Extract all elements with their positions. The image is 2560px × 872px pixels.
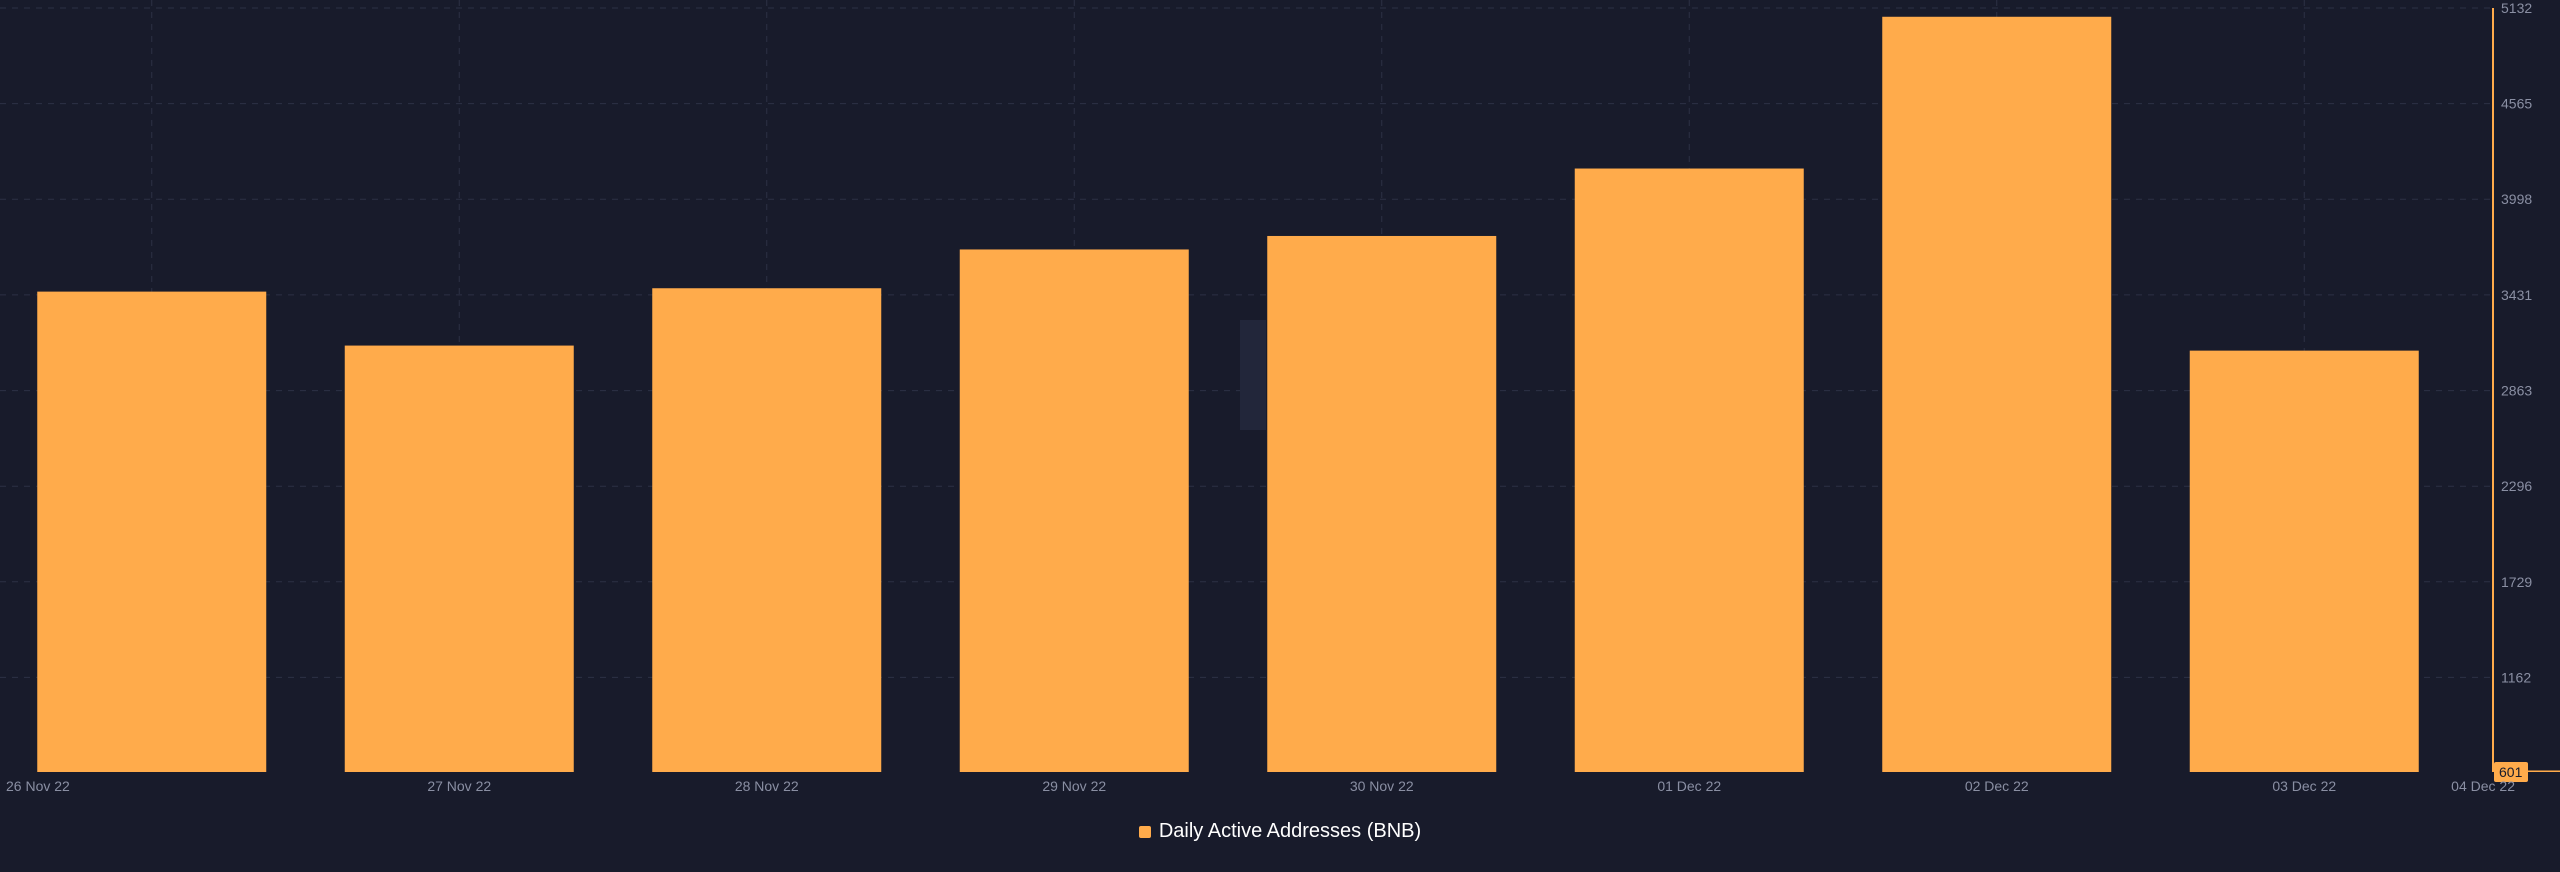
legend-swatch — [1138, 825, 1151, 838]
bars — [37, 16, 2560, 773]
y-tick-label: 3998 — [2501, 191, 2532, 207]
y-tick-label: 3431 — [2501, 287, 2532, 303]
y-axis: 5132 4565 3998 3431 2863 2296 1729 1162 601 — [2492, 0, 2532, 782]
legend-label: Daily Active Addresses (BNB) — [1158, 820, 1422, 842]
y-tick-label: 5132 — [2501, 0, 2532, 16]
legend[interactable]: Daily Active Addresses (BNB) — [0, 820, 2560, 843]
y-tick-label: 2863 — [2501, 383, 2532, 399]
x-tick-label: 03 Dec 22 — [2272, 778, 2336, 794]
x-axis: 26 Nov 22 27 Nov 22 28 Nov 22 29 Nov 22 30 N… — [6, 778, 2515, 794]
bar — [1574, 168, 1804, 772]
bar — [2189, 350, 2419, 772]
bar — [1882, 16, 2112, 772]
x-tick-label: 27 Nov 22 — [427, 778, 491, 794]
bar — [1267, 235, 1497, 772]
x-tick-label: 28 Nov 22 — [735, 778, 799, 794]
x-tick-label: 29 Nov 22 — [1042, 778, 1106, 794]
bar — [344, 345, 574, 772]
x-tick-label: 01 Dec 22 — [1657, 778, 1721, 794]
bar — [2497, 770, 2560, 772]
bar — [959, 249, 1189, 773]
y-tick-label: 4565 — [2501, 96, 2532, 112]
y-tick-label: 1729 — [2501, 574, 2532, 590]
bar — [37, 291, 267, 772]
current-value-label: 601 — [2499, 764, 2523, 780]
x-tick-label: 30 Nov 22 — [1350, 778, 1414, 794]
x-tick-label: 02 Dec 22 — [1965, 778, 2029, 794]
current-value-badge — [2494, 762, 2528, 782]
x-tick-label: 26 Nov 22 — [6, 778, 70, 794]
y-tick-label: 1162 — [2501, 669, 2531, 685]
y-tick-label: 2296 — [2501, 478, 2532, 494]
watermark-shape — [1240, 320, 1266, 430]
x-tick-label: 04 Dec 22 — [2451, 778, 2515, 794]
bar — [652, 288, 882, 772]
